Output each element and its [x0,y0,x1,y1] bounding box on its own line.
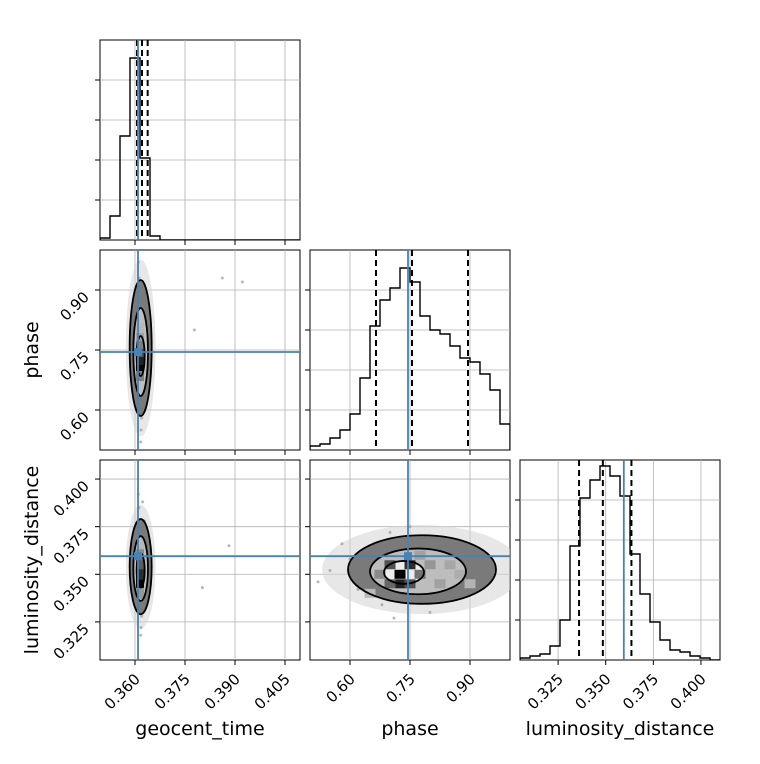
scatter-point [220,276,224,280]
scatter-point [227,544,231,548]
density-cell [136,538,144,550]
tick-label-x: 0.90 [442,670,478,706]
density-cell [424,560,436,570]
scatter-point [139,428,143,432]
density-cell [414,569,426,579]
scatter-point [388,530,392,534]
truth-marker [134,348,142,356]
scatter-panel-phase_vs_luminosity_distance: 0.60 0.75 0.90 [305,459,511,706]
panel-content [100,250,300,450]
density-cell [136,355,144,365]
histogram-step-line [520,465,720,660]
density-cell [394,569,406,579]
density-cell [444,560,456,570]
density-cell [434,579,446,589]
scatter-point [192,328,196,332]
density-cell [136,578,144,590]
scatter-point [356,588,360,592]
scatter-panel-geocent_time_vs_phase: 0.60 0.75 0.90 [56,249,301,455]
tick-label-x: 0.360 [101,670,144,713]
tick-label-x: 0.375 [619,670,662,713]
tick-label-y: 0.400 [50,477,93,520]
scatter-point [200,586,204,590]
contour-line [383,560,425,585]
density-cell [414,550,426,560]
density-cell [464,579,476,589]
contour-line [132,535,149,602]
tick-label-y: 0.375 [50,525,93,568]
ylabel-phase: phase [21,321,43,378]
tick-label-y: 0.350 [50,572,93,615]
scatter-point [139,626,143,630]
density-cell [136,363,144,373]
scatter-point [141,500,145,504]
scatter-point [140,416,144,420]
contour-line [128,518,153,616]
density-cell [136,568,144,580]
density-cell [384,579,396,589]
scatter-point [328,568,332,572]
xlabel-phase: phase [381,718,438,740]
xlabel-luminosity-distance: luminosity_distance [526,718,715,740]
scatter-point [240,280,244,284]
ylabel-luminosity-distance: luminosity_distance [21,466,43,655]
tick-label-x: 0.75 [382,670,418,706]
tick-label-x: 0.400 [667,670,710,713]
density-cell [454,569,466,579]
histogram-panel-phase [305,249,511,455]
histogram-panel-geocent_time [95,39,301,245]
scatter-point [428,610,432,614]
xlabel-geocent-time: geocent_time [135,718,264,740]
density-cell [136,587,144,599]
histogram-step-line [310,267,510,450]
scatter-point [340,542,344,546]
panel-content [310,460,510,660]
density-cell [136,558,144,570]
histogram-step-line [100,57,300,240]
contour-line [128,279,153,417]
scatter-point [316,580,320,584]
density-cell [136,339,144,349]
truth-marker [134,552,142,561]
tick-label-x: 0.390 [201,670,244,713]
tick-label-x: 0.375 [151,670,194,713]
density-cell [374,569,386,579]
contour-line [347,534,497,605]
tick-label-y: 0.60 [56,408,92,444]
tick-label-x: 0.350 [571,670,614,713]
scatter-point [408,525,412,529]
contour-line [369,547,467,596]
tick-label-y: 0.90 [56,288,92,324]
tick-label-x: 0.325 [524,670,567,713]
scatter-point [140,614,144,618]
scatter-point [392,616,396,620]
tick-label-y: 0.75 [56,348,92,384]
histogram-frame [99,39,301,241]
density-cell [404,560,416,570]
scatter-point [139,633,143,637]
density-cell [136,323,144,333]
tick-label-y: 0.325 [50,620,93,663]
tick-label-x: 0.405 [251,670,294,713]
truth-marker [404,552,412,561]
scatter-point [380,603,384,607]
panel-content [100,460,300,660]
histogram-panel-luminosity_distance: 0.325 0.350 0.375 0.400 [515,459,721,713]
tick-label-x: 0.60 [322,670,358,706]
scatter-point [139,440,143,444]
